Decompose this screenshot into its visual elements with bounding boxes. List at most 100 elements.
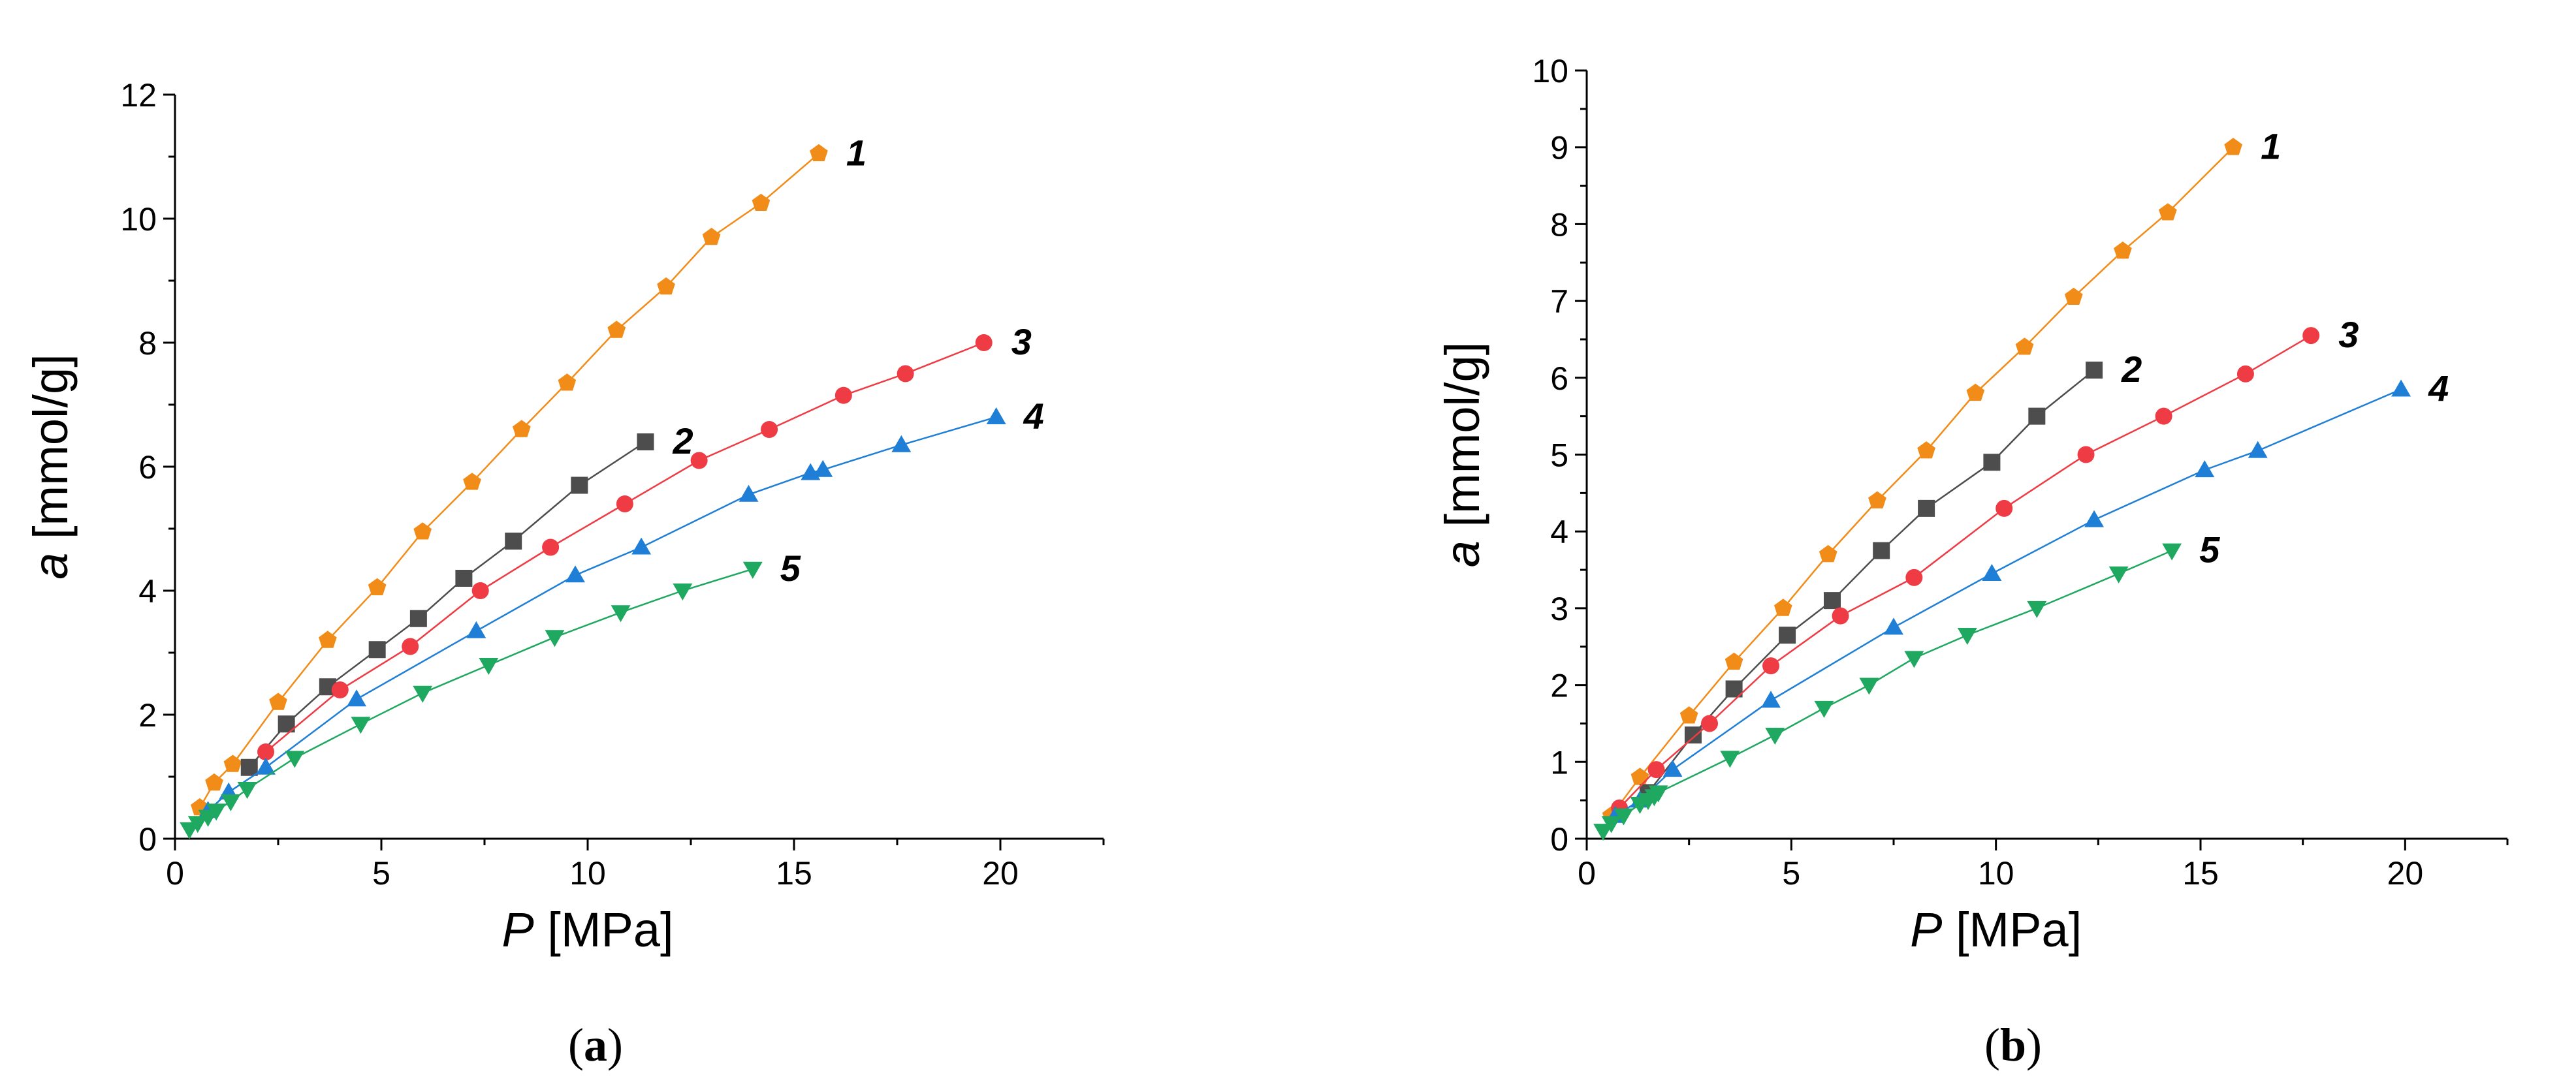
y-tick-label: 6: [1550, 360, 1568, 397]
data-point: [1779, 627, 1796, 644]
data-point: [2108, 566, 2129, 584]
series-3: 3: [1611, 314, 2359, 817]
data-point: [237, 781, 257, 799]
data-point: [1957, 628, 1977, 646]
y-axis-variable: a: [1435, 540, 1489, 567]
data-point: [1884, 617, 1903, 635]
data-point: [368, 578, 387, 595]
series-line-1: [199, 153, 819, 809]
data-point: [402, 638, 419, 655]
data-point: [1720, 751, 1740, 768]
x-axis-title: P [MPa]: [1910, 903, 2082, 957]
data-point: [413, 685, 433, 703]
data-point: [285, 751, 305, 768]
panel-label-letter: b: [2000, 1019, 2026, 1071]
x-tick-label: 10: [569, 855, 606, 892]
series-label: 1: [2261, 126, 2281, 167]
data-point: [2077, 446, 2095, 463]
data-point: [1814, 700, 1834, 718]
data-point: [1983, 454, 2001, 471]
series-3: 3: [257, 321, 1032, 760]
data-point: [505, 533, 522, 550]
data-point: [1905, 568, 1923, 586]
x-tick-label: 0: [166, 855, 184, 892]
data-point: [637, 433, 654, 450]
series-label: 4: [2428, 367, 2449, 409]
x-tick-label: 15: [776, 855, 812, 892]
data-point: [1761, 691, 1781, 708]
panel-label: (a): [568, 1019, 623, 1071]
data-point: [347, 689, 367, 707]
y-tick-label: 1: [1550, 744, 1568, 781]
data-point: [1593, 824, 1614, 841]
data-point: [565, 565, 585, 583]
data-point: [331, 681, 349, 698]
data-point: [479, 657, 499, 675]
x-tick-label: 10: [1978, 855, 2014, 892]
panel-label: (b): [1984, 1019, 2042, 1071]
data-point: [657, 277, 675, 295]
series-5: 5: [1593, 529, 2220, 841]
panel-label-paren: ): [2026, 1019, 2042, 1071]
data-point: [463, 473, 481, 490]
data-point: [611, 605, 631, 623]
data-point: [466, 621, 486, 638]
data-point: [835, 386, 852, 404]
series-line-4: [207, 416, 997, 812]
data-point: [256, 757, 276, 775]
data-point: [1859, 677, 1879, 695]
x-axis-variable: P: [501, 903, 533, 957]
series-label: 2: [2121, 349, 2142, 390]
data-point: [471, 582, 489, 599]
data-point: [187, 816, 208, 833]
x-tick-label: 20: [982, 855, 1019, 892]
x-axis-unit: [MPa]: [1942, 903, 2082, 957]
y-tick-label: 2: [138, 697, 157, 734]
y-axis-title: a [mmol/g]: [1435, 342, 1489, 567]
data-point: [240, 758, 258, 776]
y-tick-label: 4: [1550, 514, 1568, 550]
data-point: [1648, 785, 1668, 803]
y-tick-label: 8: [138, 325, 157, 362]
data-point: [1725, 680, 1743, 698]
data-point: [2159, 203, 2177, 221]
data-point: [1873, 542, 1890, 559]
data-point: [1832, 607, 1849, 625]
y-tick-label: 10: [1532, 53, 1568, 89]
data-point: [810, 144, 828, 161]
x-tick-label: 20: [2387, 855, 2424, 892]
y-tick-label: 0: [1550, 821, 1568, 858]
y-axis-title: a [mmol/g]: [24, 354, 78, 579]
data-point: [673, 583, 693, 600]
series-line-4: [1615, 388, 2402, 817]
series-line-3: [1619, 335, 2312, 809]
data-point: [545, 630, 565, 647]
data-point: [1868, 491, 1886, 508]
series-label: 3: [2338, 314, 2359, 355]
y-axis-unit: [mmol/g]: [24, 354, 78, 552]
data-point: [739, 484, 759, 502]
data-point: [607, 320, 626, 338]
series-line-1: [1610, 146, 2234, 817]
y-tick-label: 9: [1550, 130, 1568, 166]
y-axis-variable: a: [24, 553, 78, 580]
x-tick-label: 0: [1578, 855, 1596, 892]
x-tick-label: 5: [372, 855, 390, 892]
y-tick-label: 3: [1550, 591, 1568, 627]
data-point: [2224, 138, 2242, 155]
data-point: [2064, 287, 2083, 305]
data-point: [542, 538, 560, 556]
y-tick-label: 6: [138, 449, 157, 486]
series-2: 2: [1640, 349, 2142, 802]
series-label: 1: [846, 132, 867, 173]
data-point: [351, 717, 371, 734]
y-tick-label: 8: [1550, 206, 1568, 243]
data-point: [558, 373, 577, 391]
x-axis-unit: [MPa]: [534, 903, 674, 957]
data-point: [1725, 652, 1743, 670]
data-point: [702, 227, 721, 245]
data-point: [1996, 499, 2013, 517]
y-tick-label: 10: [120, 201, 157, 238]
